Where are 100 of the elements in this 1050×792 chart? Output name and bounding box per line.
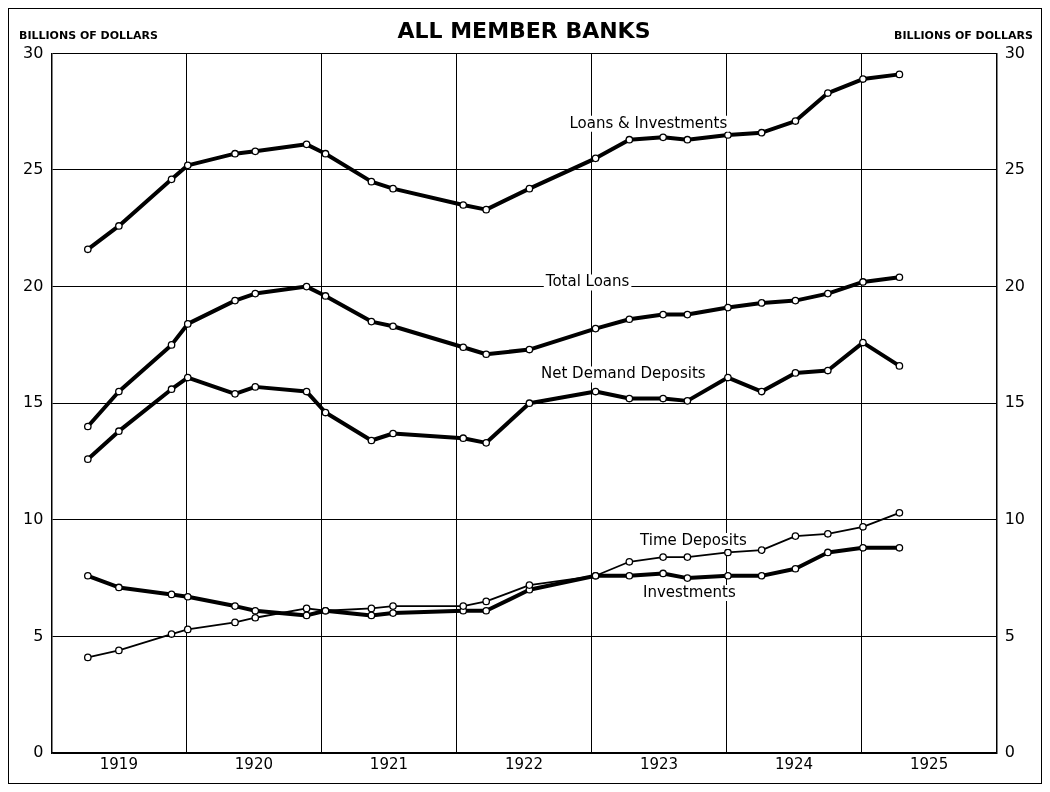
point	[625, 135, 634, 144]
point	[115, 583, 123, 592]
point	[389, 184, 397, 193]
point	[724, 373, 732, 382]
y2-tick-label: 5	[1004, 625, 1015, 645]
y2-tick-label: 20	[1004, 275, 1025, 295]
point	[183, 161, 192, 170]
point	[525, 184, 534, 193]
point	[724, 548, 732, 557]
point	[625, 557, 634, 566]
point	[823, 89, 832, 97]
point	[389, 429, 397, 438]
point	[115, 646, 123, 655]
point	[525, 399, 534, 408]
point	[895, 508, 904, 517]
point	[115, 427, 123, 436]
point	[83, 571, 92, 580]
point	[659, 133, 667, 142]
y2-tick-label: 10	[1004, 508, 1025, 528]
series-label: Loans & Investments	[569, 113, 728, 132]
x-tick-label: 1920	[234, 754, 274, 773]
point	[302, 387, 311, 396]
point	[482, 597, 491, 606]
point	[251, 289, 260, 298]
point	[183, 320, 192, 328]
point	[791, 564, 800, 573]
point	[791, 369, 800, 377]
y-tick-label: 10	[23, 508, 44, 528]
point	[683, 397, 692, 405]
point	[791, 532, 800, 540]
x-tick-label: 1923	[639, 754, 679, 773]
y-tick-label: 25	[23, 159, 44, 179]
point	[367, 604, 376, 613]
point	[167, 590, 176, 599]
point	[791, 117, 800, 125]
point	[659, 394, 667, 403]
point	[115, 222, 123, 230]
point	[659, 553, 667, 561]
point	[859, 338, 867, 347]
point	[791, 296, 800, 305]
point	[321, 149, 330, 158]
point	[859, 543, 867, 552]
point	[895, 543, 904, 552]
point	[482, 438, 491, 447]
chart-title: ALL MEMBER BANKS	[397, 17, 651, 43]
point	[525, 345, 534, 354]
point	[724, 571, 732, 580]
point	[591, 154, 600, 163]
point	[183, 373, 192, 382]
point	[659, 310, 667, 319]
point	[683, 135, 692, 144]
point	[231, 296, 239, 305]
series-label: Total Loans	[544, 272, 630, 291]
point	[231, 390, 239, 398]
point	[367, 317, 376, 326]
point	[183, 625, 192, 634]
point	[367, 611, 376, 620]
point	[482, 350, 491, 359]
y-axis-title: BILLIONS OF DOLLARS	[19, 28, 159, 42]
series-label: Investments	[643, 582, 736, 601]
point	[895, 70, 904, 79]
point	[625, 571, 634, 580]
y2-tick-label: 0	[1004, 742, 1015, 762]
point	[859, 278, 867, 286]
point	[167, 385, 176, 394]
point	[231, 149, 239, 158]
point	[757, 387, 766, 396]
point	[367, 436, 376, 445]
point	[683, 574, 692, 582]
point	[251, 613, 260, 622]
point	[251, 383, 260, 391]
point	[482, 205, 491, 214]
point	[302, 604, 311, 613]
series-label: Time Deposits	[639, 531, 747, 549]
x-tick-label: 1921	[369, 754, 409, 773]
point	[683, 553, 692, 561]
point	[625, 315, 634, 324]
point	[683, 310, 692, 319]
x-tick-label: 1922	[504, 754, 544, 773]
point	[251, 147, 260, 156]
point	[459, 201, 468, 209]
point	[321, 408, 330, 417]
point	[302, 282, 311, 291]
point	[167, 341, 176, 349]
point	[321, 292, 330, 300]
point	[859, 75, 867, 83]
point	[823, 366, 832, 375]
y2-tick-label: 15	[1004, 392, 1025, 412]
y2-tick-label: 30	[1004, 42, 1025, 62]
x-tick-label: 1919	[99, 754, 138, 773]
point	[724, 131, 732, 139]
point	[231, 618, 239, 627]
point	[389, 322, 397, 331]
point	[823, 548, 832, 557]
point	[757, 299, 766, 307]
y-tick-label: 0	[33, 742, 44, 762]
point	[591, 324, 600, 333]
point	[459, 343, 468, 352]
point	[83, 422, 92, 431]
point	[757, 571, 766, 580]
